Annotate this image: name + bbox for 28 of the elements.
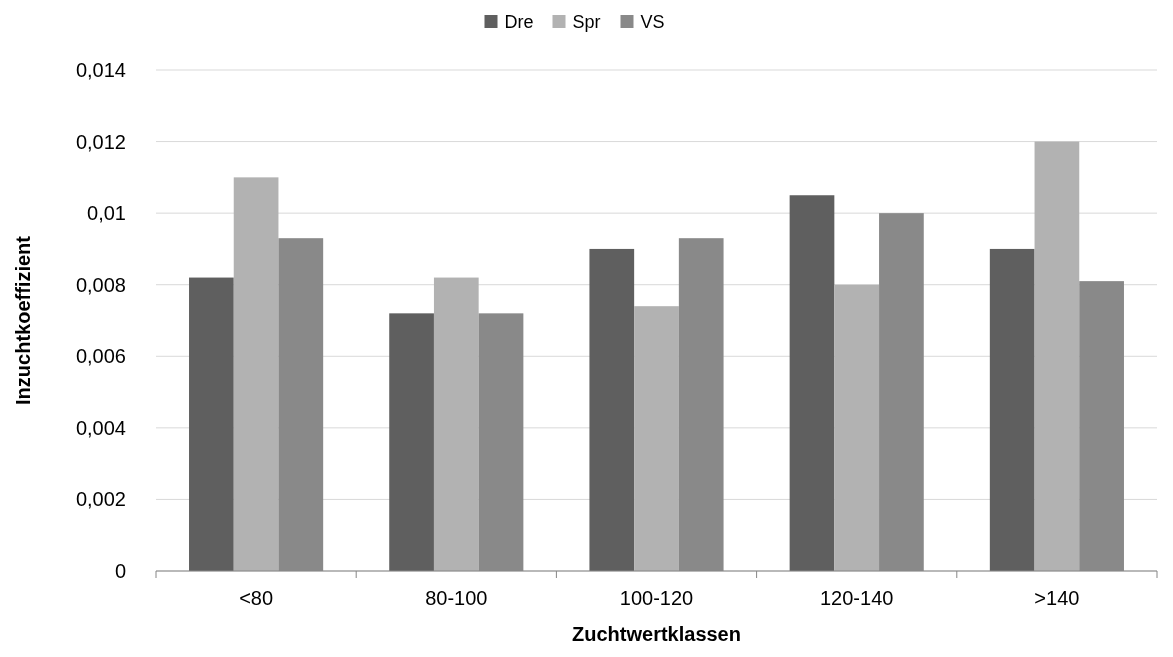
y-tick-label: 0: [114, 560, 126, 582]
y-tick-label: 0,008: [75, 273, 126, 296]
y-tick-label: 0,006: [75, 345, 126, 368]
x-tick-label: 80-100: [425, 587, 488, 609]
bar: [789, 195, 835, 571]
bar: [589, 248, 635, 571]
legend-label: Spr: [572, 12, 601, 33]
bar: [834, 284, 880, 571]
y-tick-label: 0,014: [75, 59, 126, 81]
bar: [389, 313, 434, 571]
x-tick-label: 100-120: [619, 587, 694, 609]
bar: [634, 306, 679, 571]
y-tick-label: 0,012: [75, 130, 126, 153]
y-axis-title: Inzuchtkoeffizient: [12, 235, 34, 405]
x-tick-label: 120-140: [820, 587, 894, 609]
bar: [433, 277, 479, 571]
bar: [233, 177, 279, 571]
x-tick-label: <80: [239, 587, 274, 609]
bar: [989, 248, 1035, 571]
legend-label: Dre: [504, 12, 534, 33]
y-tick-label: 0,004: [75, 416, 126, 439]
x-tick-label: >140: [1034, 587, 1080, 609]
y-tick-label: 0,002: [75, 488, 126, 511]
legend-label: VS: [640, 12, 665, 33]
y-tick-label: 0,01: [87, 202, 126, 225]
bar: [1034, 141, 1080, 571]
bar: [189, 277, 234, 571]
x-axis-title: Zuchtwertklassen: [572, 623, 741, 645]
